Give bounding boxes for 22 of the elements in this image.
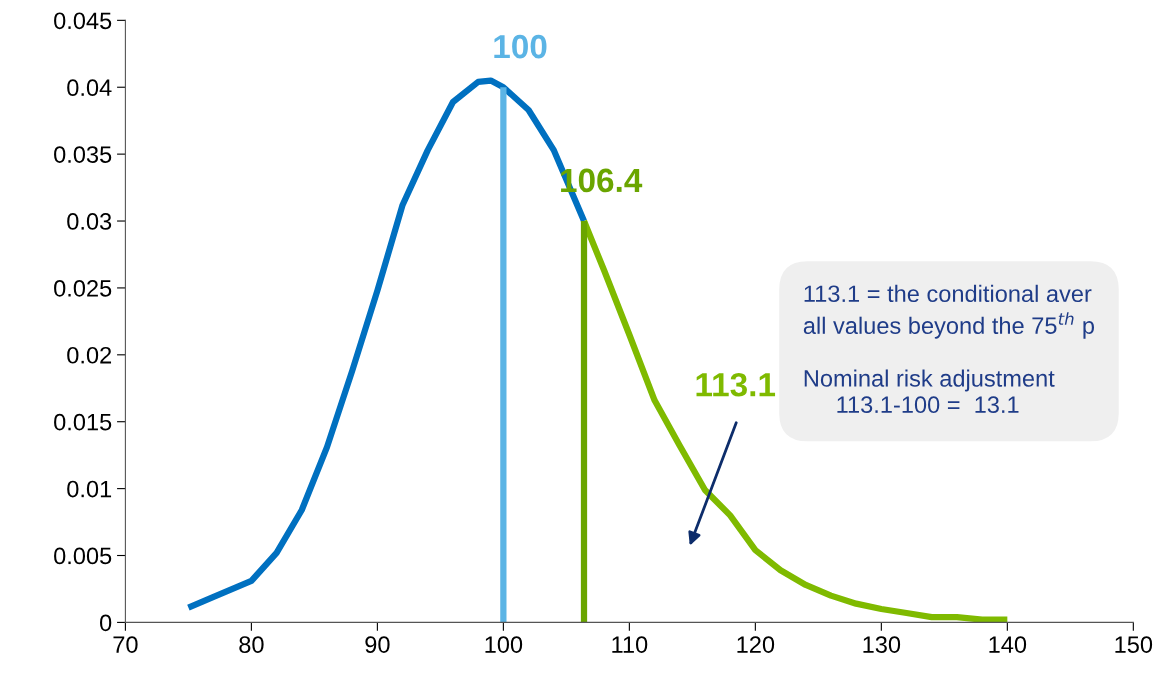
y-tick-label: 0.01: [67, 480, 112, 498]
y-tick-label: 0.02: [67, 346, 112, 364]
x-tick-label: 110: [612, 636, 648, 653]
y-tick-label: 0.045: [54, 12, 112, 30]
y-tick-label: 0.04: [67, 79, 112, 97]
x-tick-label: 150: [1115, 636, 1153, 653]
x-tick-label: 100: [485, 636, 523, 653]
y-tick-label: 0.03: [67, 213, 112, 230]
annotation: 113.1: [696, 372, 776, 397]
annotation: 100: [494, 34, 547, 59]
x-tick-label: 80: [239, 636, 264, 653]
x-tick-label: 70: [113, 636, 138, 653]
y-tick-label: 0.015: [54, 413, 112, 431]
y-tick-label: 0.025: [54, 279, 112, 297]
x-tick-label: 120: [737, 636, 775, 653]
y-tick-label: 0.005: [54, 547, 112, 565]
x-tick-label: 140: [989, 636, 1027, 653]
y-tick-label: 0: [100, 614, 112, 632]
text: 113.1 = the conditional aver all values beyond the 75$^{th}$ p Nominal risk adjustment 113.1-100 = 13.1: [803, 284, 1095, 414]
x-tick-label: 90: [365, 636, 390, 653]
x-tick-label: 130: [863, 636, 901, 653]
y-tick-label: 0.035: [54, 146, 112, 163]
